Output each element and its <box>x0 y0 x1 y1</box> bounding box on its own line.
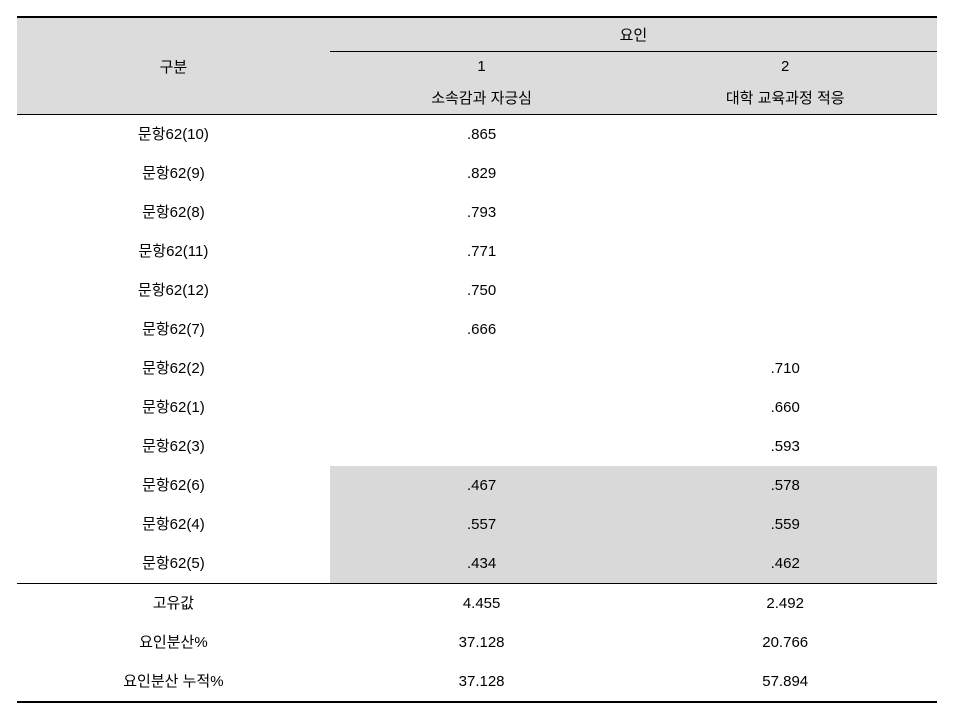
table-row: 문항62(9).829 <box>17 154 937 193</box>
row-factor2: .593 <box>633 427 937 466</box>
row-factor1: .865 <box>330 115 634 155</box>
row-factor1 <box>330 388 634 427</box>
header-factor2-num: 2 <box>633 52 937 82</box>
summary-factor2: 2.492 <box>633 584 937 624</box>
row-factor1 <box>330 349 634 388</box>
table-row: 문항62(8).793 <box>17 193 937 232</box>
row-factor1: .434 <box>330 544 634 584</box>
row-factor2 <box>633 271 937 310</box>
summary-label: 요인분산% <box>17 623 330 662</box>
row-factor1: .666 <box>330 310 634 349</box>
summary-factor2: 20.766 <box>633 623 937 662</box>
row-label: 문항62(8) <box>17 193 330 232</box>
header-factor2-name: 대학 교육과정 적응 <box>633 81 937 115</box>
summary-label: 고유값 <box>17 584 330 624</box>
header-factor1-num: 1 <box>330 52 634 82</box>
row-label: 문항62(6) <box>17 466 330 505</box>
row-factor2: .462 <box>633 544 937 584</box>
table-row: 문항62(5).434.462 <box>17 544 937 584</box>
summary-factor2: 57.894 <box>633 662 937 702</box>
row-factor2 <box>633 310 937 349</box>
table-row: 문항62(4).557.559 <box>17 505 937 544</box>
row-label: 문항62(7) <box>17 310 330 349</box>
row-factor1: .557 <box>330 505 634 544</box>
header-factor1-name: 소속감과 자긍심 <box>330 81 634 115</box>
table-header: 구분 요인 1 2 소속감과 자긍심 대학 교육과정 적응 <box>17 17 937 115</box>
summary-row: 요인분산 누적%37.12857.894 <box>17 662 937 702</box>
row-factor2 <box>633 115 937 155</box>
table-summary: 고유값4.4552.492요인분산%37.12820.766요인분산 누적%37… <box>17 584 937 703</box>
row-factor1: .793 <box>330 193 634 232</box>
summary-factor1: 4.455 <box>330 584 634 624</box>
row-factor2: .710 <box>633 349 937 388</box>
row-label: 문항62(5) <box>17 544 330 584</box>
row-label: 문항62(11) <box>17 232 330 271</box>
row-label: 문항62(1) <box>17 388 330 427</box>
table-row: 문항62(10).865 <box>17 115 937 155</box>
table-row: 문항62(1) .660 <box>17 388 937 427</box>
row-factor2 <box>633 232 937 271</box>
header-gubun: 구분 <box>17 17 330 115</box>
row-factor1: .750 <box>330 271 634 310</box>
row-factor1: .829 <box>330 154 634 193</box>
summary-factor1: 37.128 <box>330 662 634 702</box>
table-row: 문항62(7).666 <box>17 310 937 349</box>
row-factor2: .578 <box>633 466 937 505</box>
row-label: 문항62(4) <box>17 505 330 544</box>
table-row: 문항62(3) .593 <box>17 427 937 466</box>
summary-row: 고유값4.4552.492 <box>17 584 937 624</box>
row-label: 문항62(3) <box>17 427 330 466</box>
row-factor2 <box>633 193 937 232</box>
row-label: 문항62(9) <box>17 154 330 193</box>
header-yoin: 요인 <box>330 17 937 52</box>
table-row: 문항62(12).750 <box>17 271 937 310</box>
factor-table: 구분 요인 1 2 소속감과 자긍심 대학 교육과정 적응 문항62(10).8… <box>17 16 937 703</box>
table-row: 문항62(11).771 <box>17 232 937 271</box>
table-row: 문항62(6).467.578 <box>17 466 937 505</box>
summary-row: 요인분산%37.12820.766 <box>17 623 937 662</box>
row-label: 문항62(12) <box>17 271 330 310</box>
table-row: 문항62(2) .710 <box>17 349 937 388</box>
row-factor2: .559 <box>633 505 937 544</box>
row-label: 문항62(2) <box>17 349 330 388</box>
table-body: 문항62(10).865문항62(9).829문항62(8).793문항62(1… <box>17 115 937 584</box>
row-factor1 <box>330 427 634 466</box>
summary-factor1: 37.128 <box>330 623 634 662</box>
row-factor1: .771 <box>330 232 634 271</box>
row-factor1: .467 <box>330 466 634 505</box>
row-label: 문항62(10) <box>17 115 330 155</box>
row-factor2 <box>633 154 937 193</box>
row-factor2: .660 <box>633 388 937 427</box>
summary-label: 요인분산 누적% <box>17 662 330 702</box>
